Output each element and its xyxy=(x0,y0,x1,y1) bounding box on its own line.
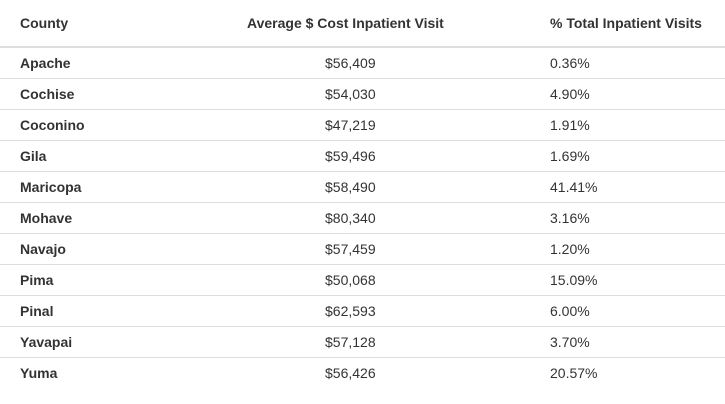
table-header: County Average $ Cost Inpatient Visit % … xyxy=(0,0,725,48)
average-cost-cell: $62,593 xyxy=(190,295,530,327)
average-cost-cell: $57,128 xyxy=(190,326,530,358)
percent-visits-cell: 1.91% xyxy=(530,109,725,141)
percent-visits-cell: 3.16% xyxy=(530,202,725,234)
county-cell: Gila xyxy=(0,140,190,172)
average-cost-cell: $54,030 xyxy=(190,78,530,110)
table-row: Gila $59,496 1.69% xyxy=(0,140,725,172)
table-row: Yuma $56,426 20.57% xyxy=(0,357,725,388)
average-cost-cell: $58,490 xyxy=(190,171,530,203)
percent-visits-cell: 15.09% xyxy=(530,264,725,296)
percent-visits-cell: 41.41% xyxy=(530,171,725,203)
table-row: Yavapai $57,128 3.70% xyxy=(0,326,725,358)
county-cell: Yuma xyxy=(0,357,190,388)
percent-visits-cell: 20.57% xyxy=(530,357,725,388)
average-cost-cell: $56,426 xyxy=(190,357,530,388)
county-cell: Pinal xyxy=(0,295,190,327)
table-row: Maricopa $58,490 41.41% xyxy=(0,171,725,203)
percent-visits-cell: 6.00% xyxy=(530,295,725,327)
column-header-average-cost: Average $ Cost Inpatient Visit xyxy=(190,0,530,48)
average-cost-cell: $80,340 xyxy=(190,202,530,234)
table-row: Coconino $47,219 1.91% xyxy=(0,109,725,141)
percent-visits-cell: 4.90% xyxy=(530,78,725,110)
table-row: Pima $50,068 15.09% xyxy=(0,264,725,296)
county-cell: Mohave xyxy=(0,202,190,234)
county-cell: Maricopa xyxy=(0,171,190,203)
county-cell: Pima xyxy=(0,264,190,296)
percent-visits-cell: 3.70% xyxy=(530,326,725,358)
county-cell: Coconino xyxy=(0,109,190,141)
header-row: County Average $ Cost Inpatient Visit % … xyxy=(0,0,725,48)
county-cell: Yavapai xyxy=(0,326,190,358)
percent-visits-cell: 0.36% xyxy=(550,55,590,71)
column-header-county: County xyxy=(0,0,190,48)
percent-visits-cell: 1.69% xyxy=(530,140,725,172)
table-row: Mohave $80,340 3.16% xyxy=(0,202,725,234)
table-row: Cochise $54,030 4.90% xyxy=(0,78,725,110)
average-cost-cell: $59,496 xyxy=(190,140,530,172)
average-cost-cell: $57,459 xyxy=(190,233,530,265)
column-header-percent-visits: % Total Inpatient Visits xyxy=(530,0,725,48)
county-cell: Navajo xyxy=(0,233,190,265)
average-cost-cell: $47,219 xyxy=(190,109,530,141)
table-row: Navajo $57,459 1.20% xyxy=(0,233,725,265)
percent-visits-cell: 1.20% xyxy=(530,233,725,265)
average-cost-cell: $50,068 xyxy=(190,264,530,296)
average-cost-cell: $56,409 xyxy=(325,55,376,71)
county-cost-table: County Average $ Cost Inpatient Visit % … xyxy=(0,0,725,388)
county-cell: Cochise xyxy=(0,78,190,110)
table-row: Apache $56,409 0.36% xyxy=(0,47,725,79)
county-cell: Apache xyxy=(20,55,71,71)
table-body: Apache $56,409 0.36% Cochise $54,030 4.90% Coc… xyxy=(0,47,725,388)
table-row: Pinal $62,593 6.00% xyxy=(0,295,725,327)
